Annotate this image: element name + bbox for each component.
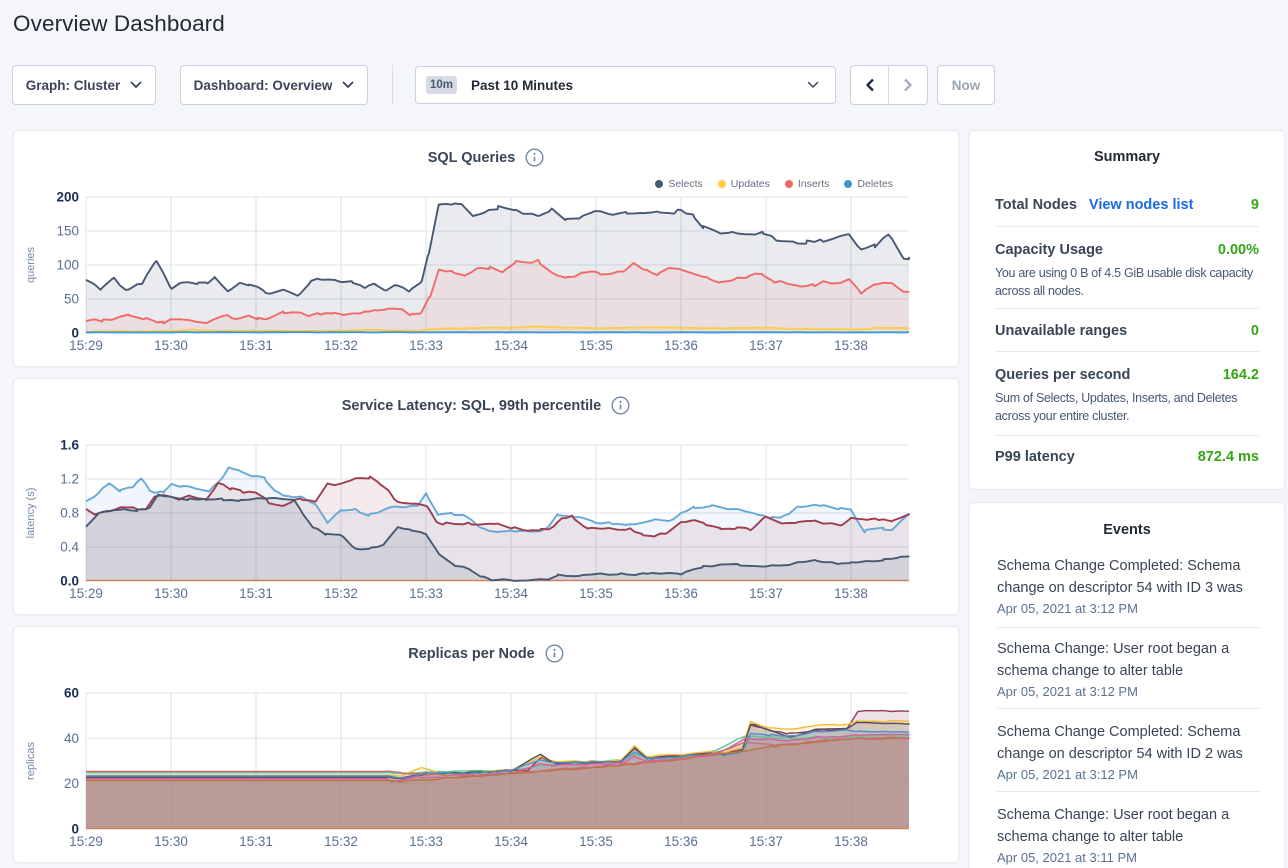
svg-text:15:35: 15:35 (579, 586, 613, 601)
svg-text:15:35: 15:35 (579, 338, 613, 353)
svg-text:15:33: 15:33 (409, 834, 443, 849)
svg-text:0: 0 (71, 822, 79, 837)
svg-text:15:35: 15:35 (579, 834, 613, 849)
svg-text:1.6: 1.6 (60, 438, 79, 453)
svg-text:replicas: replicas (25, 742, 37, 780)
svg-text:15:32: 15:32 (324, 338, 358, 353)
svg-text:0.8: 0.8 (60, 506, 79, 521)
svg-text:15:38: 15:38 (834, 586, 868, 601)
svg-text:15:37: 15:37 (749, 834, 783, 849)
svg-text:15:38: 15:38 (834, 834, 868, 849)
svg-text:queries: queries (25, 246, 37, 283)
svg-text:100: 100 (56, 258, 79, 273)
svg-text:150: 150 (56, 224, 79, 239)
svg-text:15:30: 15:30 (154, 586, 188, 601)
svg-text:20: 20 (64, 776, 79, 791)
svg-text:0: 0 (71, 326, 79, 341)
svg-text:40: 40 (64, 731, 79, 746)
svg-text:1.2: 1.2 (60, 472, 79, 487)
svg-text:15:31: 15:31 (239, 338, 273, 353)
svg-text:15:29: 15:29 (69, 586, 103, 601)
svg-text:15:33: 15:33 (409, 338, 443, 353)
svg-text:15:33: 15:33 (409, 586, 443, 601)
svg-text:15:36: 15:36 (664, 338, 698, 353)
svg-text:15:29: 15:29 (69, 834, 103, 849)
svg-text:15:34: 15:34 (494, 586, 528, 601)
svg-text:15:37: 15:37 (749, 338, 783, 353)
svg-text:15:31: 15:31 (239, 586, 273, 601)
svg-text:latency (s): latency (s) (25, 488, 37, 539)
svg-text:15:29: 15:29 (69, 338, 103, 353)
svg-text:0.0: 0.0 (60, 574, 79, 589)
svg-text:0.4: 0.4 (60, 540, 79, 555)
svg-text:15:32: 15:32 (324, 586, 358, 601)
svg-text:15:36: 15:36 (664, 834, 698, 849)
svg-text:200: 200 (56, 190, 79, 205)
svg-text:15:30: 15:30 (154, 834, 188, 849)
svg-text:60: 60 (64, 686, 79, 701)
svg-text:15:31: 15:31 (239, 834, 273, 849)
svg-text:15:34: 15:34 (494, 834, 528, 849)
svg-text:15:37: 15:37 (749, 586, 783, 601)
svg-text:50: 50 (64, 292, 79, 307)
svg-text:15:30: 15:30 (154, 338, 188, 353)
svg-text:15:38: 15:38 (834, 338, 868, 353)
svg-text:15:34: 15:34 (494, 338, 528, 353)
svg-text:15:32: 15:32 (324, 834, 358, 849)
svg-text:15:36: 15:36 (664, 586, 698, 601)
